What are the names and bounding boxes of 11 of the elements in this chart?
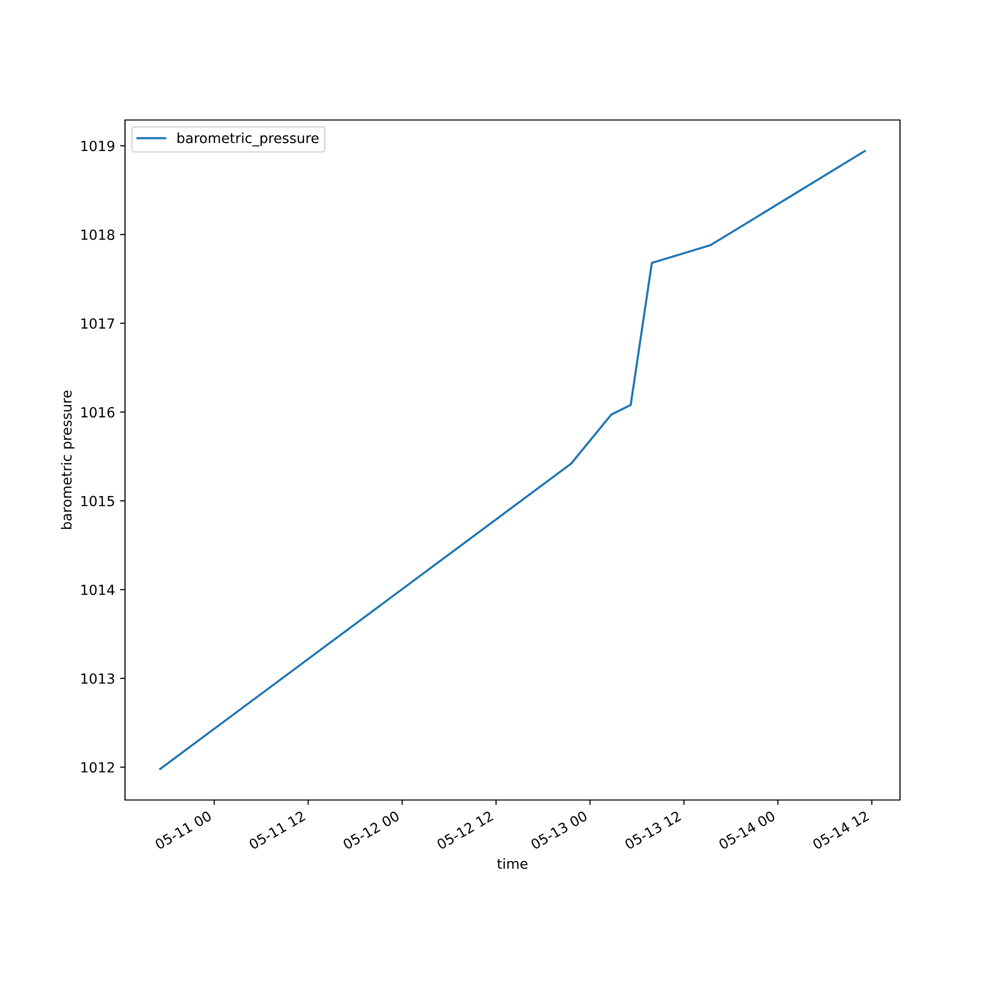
y-tick-label: 1018 (81, 229, 114, 240)
y-tick-label: 1019 (81, 140, 114, 152)
y-tick-label: 1013 (81, 673, 114, 684)
y-tick-label: 1014 (81, 584, 114, 596)
y-tick-label: 1015 (81, 496, 114, 506)
y-tick-label: 1016 (81, 407, 114, 418)
y-axis-title: barometric pressure (60, 390, 74, 529)
x-axis-title: time (497, 858, 528, 869)
y-tick-label: 1017 (81, 318, 114, 329)
legend-label: barometric_pressure (178, 132, 319, 146)
y-tick-label: 1012 (81, 762, 114, 773)
